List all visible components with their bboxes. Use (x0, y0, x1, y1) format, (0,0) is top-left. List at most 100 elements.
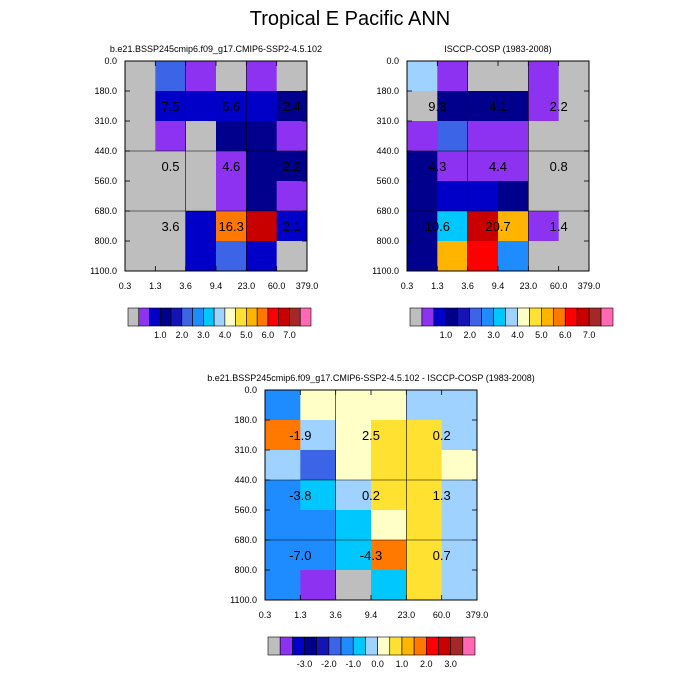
colorbar-swatch (159, 307, 172, 327)
colorbar-swatch (389, 636, 403, 656)
x-tick-label: 23.0 (398, 610, 416, 620)
value-label: 0.2 (362, 488, 380, 503)
colorbar-label: 5.0 (240, 330, 253, 340)
heatmap-cell (300, 450, 337, 481)
panel-1: 0.3 1.3 3.6 9.4 23.0 60.0 379.0 0.0 180.0 310.0 44… (90, 44, 322, 340)
colorbar-swatch (433, 307, 447, 327)
colorbar-swatch (413, 636, 427, 656)
value-label: 0.2 (433, 428, 451, 443)
colorbar-label: 6.0 (559, 330, 572, 340)
colorbar-label: 1.0 (154, 330, 167, 340)
x-tick-label: 0.3 (119, 281, 132, 291)
x-tick-label: 9.4 (492, 281, 505, 291)
heatmap-cell (246, 181, 278, 212)
colorbar-swatch (421, 307, 435, 327)
colorbar-swatch (138, 307, 150, 327)
heatmap-cell (246, 61, 278, 92)
colorbar-swatch (267, 636, 281, 656)
colorbar-swatch (409, 307, 423, 327)
colorbar-swatch (267, 307, 280, 327)
y-tick-label: 680.0 (234, 535, 257, 545)
panel-title: b.e21.BSSP245cmip6.f09_g17.CMIP6-SSP2-4.… (207, 373, 535, 383)
heatmap-cell (265, 450, 301, 481)
y-tick-label: 1100.0 (230, 595, 257, 605)
heatmap-cell (185, 151, 217, 182)
heatmap-cell (441, 480, 478, 511)
heatmap-cell (125, 91, 156, 122)
colorbar-swatch (304, 636, 318, 656)
heatmap-cell (498, 181, 529, 212)
heatmap-cell (558, 91, 590, 122)
heatmap-cell (335, 450, 372, 481)
heatmap-cell (407, 151, 438, 182)
y-tick-label: 680.0 (376, 206, 399, 216)
heatmap-cell (265, 390, 301, 421)
colorbar-swatch (541, 307, 554, 327)
heatmap-cell (185, 91, 217, 122)
colorbar-label: 2.0 (463, 330, 476, 340)
x-tick-label: 3.6 (461, 281, 474, 291)
heatmap-cell (406, 480, 443, 511)
value-label: 0.8 (550, 159, 568, 174)
y-tick-label: 560.0 (234, 505, 257, 515)
heatmap-cell (216, 121, 247, 152)
colorbar-label: 6.0 (262, 330, 275, 340)
heatmap-cell (155, 151, 187, 182)
heatmap-cell (155, 181, 187, 212)
heatmap-cell (185, 241, 217, 272)
value-label: 4.6 (222, 159, 240, 174)
heatmap-cell (558, 241, 590, 272)
y-tick-label: 310.0 (94, 116, 117, 126)
heatmap-cell (407, 121, 438, 152)
colorbar-swatch (328, 636, 342, 656)
heatmap-cell (558, 211, 590, 242)
colorbar-label: 5.0 (535, 330, 548, 340)
heatmap-cell (406, 420, 443, 451)
colorbar-swatch (170, 307, 183, 327)
heatmap-cell (276, 181, 308, 212)
heatmap-cell (528, 211, 560, 242)
y-tick-label: 800.0 (376, 236, 399, 246)
heatmap-cell (216, 211, 247, 242)
colorbar-swatch (552, 307, 566, 327)
heatmap-cell (246, 121, 278, 152)
heatmap-cell (558, 121, 590, 152)
heatmap-cell (125, 241, 156, 272)
heatmap-cell (406, 390, 443, 421)
colorbar-label: -3.0 (297, 659, 313, 669)
heatmap-cell (265, 420, 301, 451)
heatmap-cell (498, 61, 529, 92)
colorbar-label: 4.0 (511, 330, 524, 340)
heatmap-cell (441, 390, 478, 421)
heatmap-cell (276, 241, 308, 272)
heatmap-cell (300, 420, 337, 451)
heatmap-cell (276, 91, 308, 122)
heatmap-cell (335, 480, 372, 511)
heatmap-cell (437, 211, 469, 242)
y-tick-label: 440.0 (94, 146, 117, 156)
y-tick-label: 180.0 (234, 415, 257, 425)
heatmap-cell (498, 151, 529, 182)
x-tick-label: 9.4 (210, 281, 223, 291)
heatmap-cell (371, 540, 407, 571)
colorbar-label: 3.0 (197, 330, 210, 340)
colorbar-swatch (299, 307, 312, 327)
x-tick-label: 1.3 (149, 281, 162, 291)
heatmap-cell (276, 151, 308, 182)
heatmap-cell (155, 121, 187, 152)
heatmap-cell (216, 151, 247, 182)
heatmap-cell (371, 510, 407, 541)
colorbar-swatch (278, 307, 290, 327)
y-tick-label: 180.0 (94, 86, 117, 96)
heatmap-cell (246, 151, 278, 182)
heatmap-cell (437, 91, 469, 122)
heatmap-cell (335, 540, 372, 571)
heatmap-cell (371, 450, 407, 481)
heatmap-cell (441, 570, 478, 601)
colorbar-swatch (192, 307, 204, 327)
heatmap-cell (155, 61, 187, 92)
colorbar-swatch (352, 636, 366, 656)
colorbar-swatch (505, 307, 518, 327)
y-tick-label: 440.0 (376, 146, 399, 156)
colorbar-swatch (316, 636, 330, 656)
